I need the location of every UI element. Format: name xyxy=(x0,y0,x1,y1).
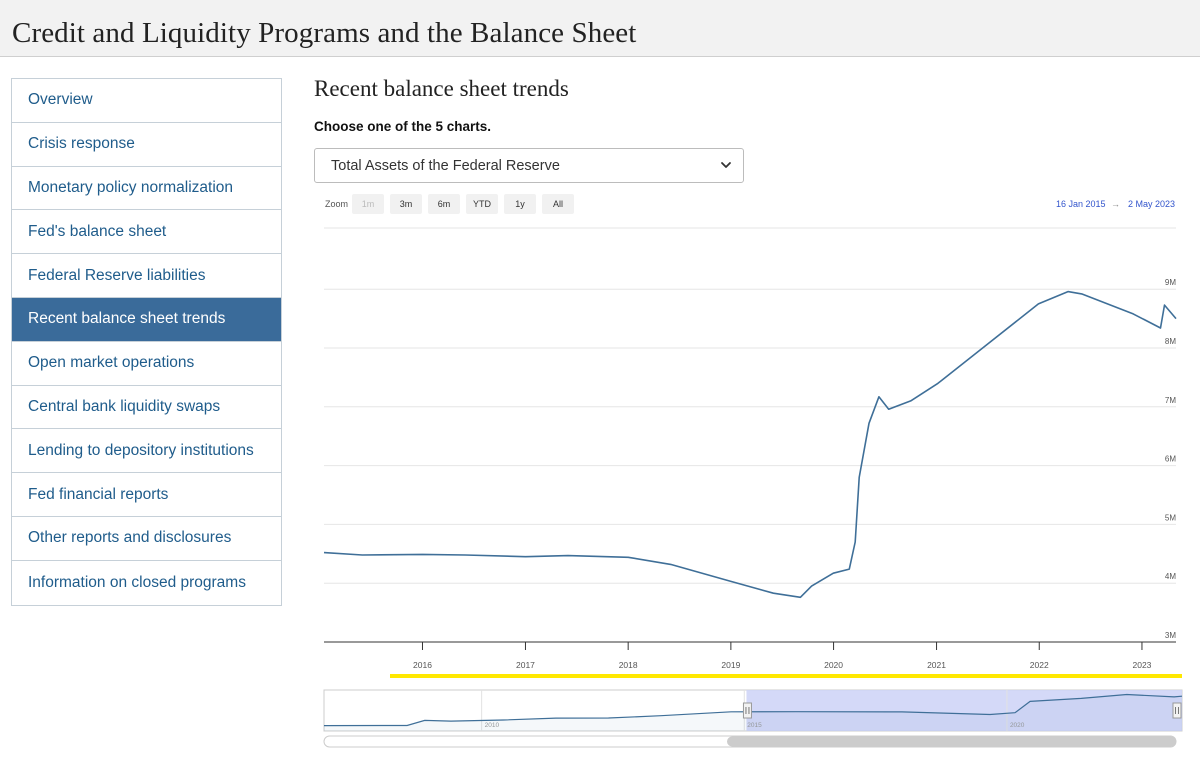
navigator-left-handle[interactable] xyxy=(742,702,752,719)
navigator-area xyxy=(324,694,1182,731)
section-heading: Recent balance sheet trends xyxy=(314,76,569,101)
x-tick-label: 2016 xyxy=(413,660,432,670)
sidebar-item-open-market-operations[interactable]: Open market operations xyxy=(12,342,281,386)
sidebar-item-monetary-policy-normalization[interactable]: Monetary policy normalization xyxy=(12,167,281,211)
sidebar-item-label: Crisis response xyxy=(28,135,135,153)
sidebar-item-label: Overview xyxy=(28,91,93,109)
x-tick-label: 2020 xyxy=(824,660,843,670)
x-tick-label: 2021 xyxy=(927,660,946,670)
navigator-tick-label: 2015 xyxy=(747,722,762,729)
y-tick-label: 5M xyxy=(1165,513,1176,522)
chevron-down-icon xyxy=(721,162,731,168)
navigator-tick-label: 2020 xyxy=(1010,722,1025,729)
scrollbar-thumb[interactable] xyxy=(727,736,1176,747)
x-tick-label: 2019 xyxy=(721,660,740,670)
page-header: Credit and Liquidity Programs and the Ba… xyxy=(0,0,1200,57)
y-tick-label: 4M xyxy=(1165,572,1176,581)
y-tick-label: 9M xyxy=(1165,278,1176,287)
x-tick-label: 2022 xyxy=(1030,660,1049,670)
sidebar-item-recent-balance-sheet-trends[interactable]: Recent balance sheet trends xyxy=(12,297,281,342)
y-tick-label: 3M xyxy=(1165,631,1176,640)
sidebar-item-label: Fed financial reports xyxy=(28,485,169,503)
chart-instruction: Choose one of the 5 charts. xyxy=(314,119,492,134)
sidebar-item-label: Recent balance sheet trends xyxy=(28,310,226,328)
y-tick-label: 7M xyxy=(1165,396,1176,405)
page-title: Credit and Liquidity Programs and the Ba… xyxy=(12,17,637,49)
sidebar-item-central-bank-liquidity-swaps[interactable]: Central bank liquidity swaps xyxy=(12,386,281,430)
sidebar-item-label: Information on closed programs xyxy=(28,573,246,591)
y-tick-label: 6M xyxy=(1165,455,1176,464)
x-tick-label: 2018 xyxy=(619,660,638,670)
sidebar-item-other-reports-and-disclosures[interactable]: Other reports and disclosures xyxy=(12,517,281,561)
sidebar-item-lending-to-depository-institutions[interactable]: Lending to depository institutions xyxy=(12,429,281,474)
y-tick-label: 8M xyxy=(1165,337,1176,346)
navigator-series-line xyxy=(323,693,1183,727)
x-tick-label: 2017 xyxy=(516,660,535,670)
chart-select-dropdown[interactable]: Total Assets of the Federal Reserve xyxy=(314,148,744,183)
sidebar-item-crisis-response[interactable]: Crisis response xyxy=(12,123,281,167)
sidebar-item-feds-balance-sheet[interactable]: Fed's balance sheet xyxy=(12,210,281,255)
sidebar-item-fed-financial-reports[interactable]: Fed financial reports xyxy=(12,473,281,517)
sidebar-item-information-on-closed-programs[interactable]: Information on closed programs xyxy=(12,561,281,605)
sidebar-item-label: Central bank liquidity swaps xyxy=(28,397,221,415)
series-line xyxy=(323,290,1177,599)
sidebar-item-overview[interactable]: Overview xyxy=(12,79,281,123)
sidebar-nav: Overview Crisis response Monetary policy… xyxy=(11,78,282,606)
chart-select-value: Total Assets of the Federal Reserve xyxy=(331,157,560,174)
sidebar-item-label: Open market operations xyxy=(28,354,195,372)
sidebar-item-label: Lending to depository institutions xyxy=(28,441,254,459)
navigator-tick-label: 2010 xyxy=(485,722,500,729)
navigator-right-handle[interactable] xyxy=(1172,702,1182,719)
sidebar-item-label: Federal Reserve liabilities xyxy=(28,266,206,284)
navigator-selection xyxy=(746,690,1182,731)
sidebar-item-label: Other reports and disclosures xyxy=(28,529,232,547)
sidebar-item-label: Monetary policy normalization xyxy=(28,178,234,196)
sidebar-item-label: Fed's balance sheet xyxy=(28,222,167,240)
highlight-bar xyxy=(390,674,1182,678)
sidebar-item-federal-reserve-liabilities[interactable]: Federal Reserve liabilities xyxy=(12,254,281,298)
x-tick-label: 2023 xyxy=(1132,660,1151,670)
